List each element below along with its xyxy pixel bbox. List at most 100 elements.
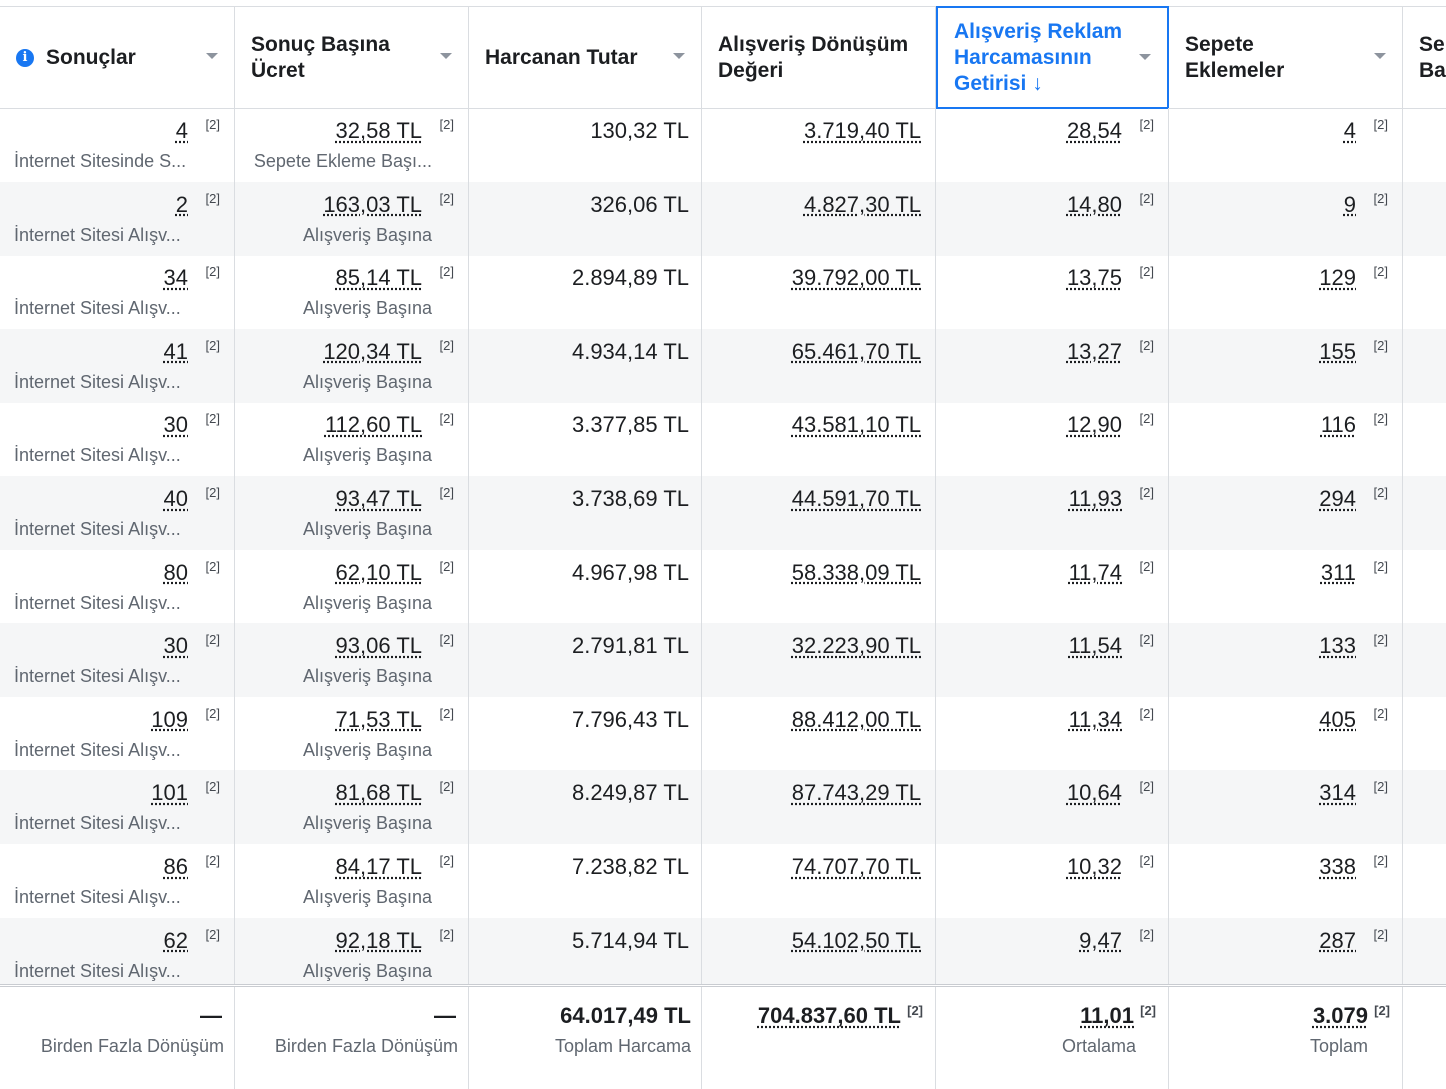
add-to-cart-value[interactable]: 287 <box>1319 928 1356 954</box>
column-header-add-to-cart[interactable]: Sepete Eklemeler <box>1169 7 1403 108</box>
results-value[interactable]: 86 <box>164 854 188 880</box>
result-type-label: İnternet Sitesi Alışv... <box>14 887 181 908</box>
conversion-value[interactable]: 44.591,70 TL <box>792 486 921 512</box>
results-value[interactable]: 34 <box>164 265 188 291</box>
roas-value[interactable]: 11,74 <box>1069 560 1122 586</box>
column-header-results[interactable]: i Sonuçlar <box>0 7 235 108</box>
conversion-value[interactable]: 88.412,00 TL <box>792 707 921 733</box>
cost-per-result-value[interactable]: 93,06 TL <box>336 633 422 659</box>
add-to-cart-value[interactable]: 9 <box>1344 192 1356 218</box>
roas-value[interactable]: 10,32 <box>1067 854 1122 880</box>
roas-value[interactable]: 14,80 <box>1067 192 1122 218</box>
table-row[interactable]: 80 [2] İnternet Sitesi Alışv... 62,10 TL [2]… <box>0 550 1446 624</box>
footnote-marker: [2] <box>1140 779 1154 794</box>
cost-per-result-value[interactable]: 112,60 TL <box>325 412 422 438</box>
table-row[interactable]: 4 [2] İnternet Sitesinde S... 32,58 TL [2] Se… <box>0 108 1446 182</box>
roas-value[interactable]: 11,93 <box>1069 486 1122 512</box>
column-header-conversion-value[interactable]: Alışveriş Dönüşüm Değeri <box>702 7 936 108</box>
roas-value[interactable]: 13,75 <box>1067 265 1122 291</box>
summary-value[interactable]: 704.837,60 TL <box>758 1003 901 1029</box>
add-to-cart-value[interactable]: 133 <box>1319 633 1356 659</box>
column-header-label: Sonuçlar <box>46 46 136 69</box>
conversion-value[interactable]: 4.827,30 TL <box>804 192 921 218</box>
cost-per-result-value[interactable]: 84,17 TL <box>336 854 422 880</box>
result-type-label: İnternet Sitesi Alışv... <box>14 813 181 834</box>
conversion-value[interactable]: 32.223,90 TL <box>792 633 921 659</box>
footnote-marker: [2] <box>206 117 220 132</box>
add-to-cart-value[interactable]: 294 <box>1319 486 1356 512</box>
table-row[interactable]: 86 [2] İnternet Sitesi Alışv... 84,17 TL [2]… <box>0 844 1446 918</box>
cost-per-result-value[interactable]: 93,47 TL <box>336 486 422 512</box>
table-row[interactable]: 109 [2] İnternet Sitesi Alışv... 71,53 TL [2… <box>0 697 1446 771</box>
chevron-down-icon[interactable] <box>673 53 685 59</box>
table-row[interactable]: 40 [2] İnternet Sitesi Alışv... 93,47 TL [2]… <box>0 476 1446 550</box>
results-value[interactable]: 2 <box>176 192 188 218</box>
table-cell <box>1403 918 1446 984</box>
roas-value[interactable]: 12,90 <box>1067 412 1122 438</box>
cost-per-result-value[interactable]: 163,03 TL <box>323 192 422 218</box>
roas-value[interactable]: 13,27 <box>1067 339 1122 365</box>
column-header-cost-per-add-to-cart[interactable]: Sepete Ba <box>1403 7 1446 108</box>
column-header-cost-per-result[interactable]: Sonuç Başına Ücret <box>235 7 469 108</box>
add-to-cart-value[interactable]: 116 <box>1321 412 1356 438</box>
roas-value[interactable]: 28,54 <box>1067 118 1122 144</box>
add-to-cart-value[interactable]: 4 <box>1344 118 1356 144</box>
roas-value[interactable]: 9,47 <box>1079 928 1122 954</box>
roas-value[interactable]: 10,64 <box>1067 780 1122 806</box>
summary-value[interactable]: 11,01 <box>1080 1003 1134 1029</box>
results-value[interactable]: 30 <box>164 412 188 438</box>
results-value[interactable]: 30 <box>164 633 188 659</box>
cost-per-result-value[interactable]: 120,34 TL <box>323 339 422 365</box>
results-value[interactable]: 109 <box>151 707 188 733</box>
amount-spent-value: 7.238,82 TL <box>572 854 689 880</box>
results-value[interactable]: 41 <box>164 339 188 365</box>
conversion-value[interactable]: 58.338,09 TL <box>792 560 921 586</box>
add-to-cart-value[interactable]: 405 <box>1319 707 1356 733</box>
add-to-cart-value[interactable]: 314 <box>1319 780 1356 806</box>
roas-value[interactable]: 11,34 <box>1069 707 1122 733</box>
footnote-marker: [2] <box>440 706 454 721</box>
conversion-value[interactable]: 74.707,70 TL <box>792 854 921 880</box>
results-value[interactable]: 40 <box>164 486 188 512</box>
cost-per-result-value[interactable]: 85,14 TL <box>336 265 422 291</box>
chevron-down-icon[interactable] <box>1374 53 1386 59</box>
chevron-down-icon[interactable] <box>440 53 452 59</box>
conversion-value[interactable]: 43.581,10 TL <box>792 412 921 438</box>
results-value[interactable]: 101 <box>151 780 188 806</box>
conversion-value[interactable]: 54.102,50 TL <box>792 928 921 954</box>
conversion-value[interactable]: 39.792,00 TL <box>792 265 921 291</box>
table-row[interactable]: 30 [2] İnternet Sitesi Alışv... 93,06 TL [2]… <box>0 623 1446 697</box>
cost-per-result-value[interactable]: 32,58 TL <box>336 118 422 144</box>
cost-per-result-value[interactable]: 62,10 TL <box>336 560 422 586</box>
info-icon[interactable]: i <box>16 49 34 67</box>
conversion-value[interactable]: 3.719,40 TL <box>804 118 921 144</box>
table-row[interactable]: 30 [2] İnternet Sitesi Alışv... 112,60 TL [2… <box>0 402 1446 476</box>
column-header-amount-spent[interactable]: Harcanan Tutar <box>469 7 702 108</box>
conversion-value[interactable]: 87.743,29 TL <box>792 780 921 806</box>
footnote-marker: [2] <box>440 559 454 574</box>
summary-value[interactable]: 3.079 <box>1313 1003 1368 1029</box>
add-to-cart-value[interactable]: 155 <box>1319 339 1356 365</box>
roas-value[interactable]: 11,54 <box>1069 633 1122 659</box>
result-type-label: İnternet Sitesi Alışv... <box>14 225 181 246</box>
table-row[interactable]: 41 [2] İnternet Sitesi Alışv... 120,34 TL [2… <box>0 329 1446 403</box>
results-value[interactable]: 80 <box>164 560 188 586</box>
cost-per-result-value[interactable]: 71,53 TL <box>336 707 422 733</box>
conversion-value[interactable]: 65.461,70 TL <box>792 339 921 365</box>
table-row[interactable]: 62 [2] İnternet Sitesi Alışv... 92,18 TL [2]… <box>0 918 1446 984</box>
results-value[interactable]: 4 <box>176 118 188 144</box>
add-to-cart-value[interactable]: 338 <box>1319 854 1356 880</box>
table-row[interactable]: 2 [2] İnternet Sitesi Alışv... 163,03 TL [2]… <box>0 182 1446 256</box>
column-header-roas[interactable]: Alışveriş Reklam Harcamasının Getirisi ↓ <box>936 6 1169 109</box>
sort-descending-icon[interactable]: ↓ <box>1032 72 1043 95</box>
results-value[interactable]: 62 <box>164 928 188 954</box>
chevron-down-icon[interactable] <box>206 53 218 59</box>
add-to-cart-value[interactable]: 311 <box>1321 560 1356 586</box>
cost-per-result-value[interactable]: 81,68 TL <box>336 780 422 806</box>
add-to-cart-value[interactable]: 129 <box>1319 265 1356 291</box>
cost-per-result-value[interactable]: 92,18 TL <box>336 928 422 954</box>
column-header-label: Sonuç Başına Ücret <box>251 32 411 84</box>
table-row[interactable]: 34 [2] İnternet Sitesi Alışv... 85,14 TL [2]… <box>0 255 1446 329</box>
chevron-down-icon[interactable] <box>1139 54 1151 60</box>
table-row[interactable]: 101 [2] İnternet Sitesi Alışv... 81,68 TL [2… <box>0 770 1446 844</box>
